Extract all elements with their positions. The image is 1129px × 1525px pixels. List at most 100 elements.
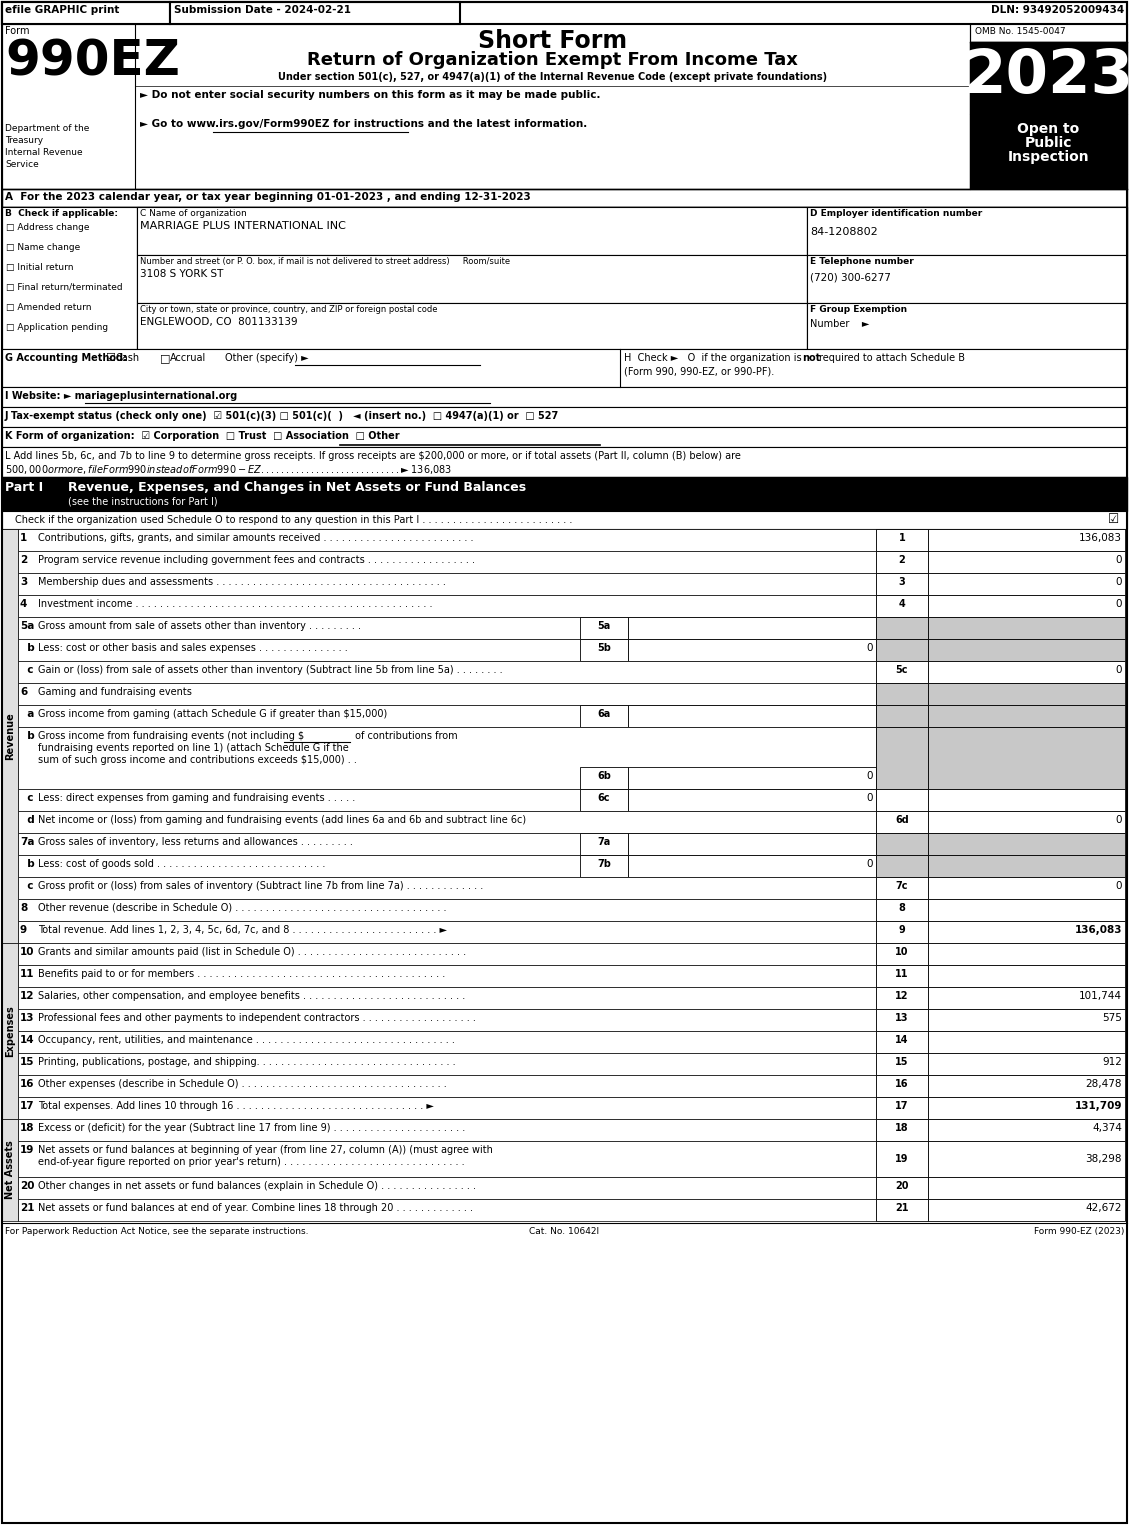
Bar (928, 551, 1124, 573)
Text: Total revenue. Add lines 1, 2, 3, 4, 5c, 6d, 7c, and 8 . . . . . . . . . . . . .: Total revenue. Add lines 1, 2, 3, 4, 5c,… (38, 926, 447, 935)
Text: 6: 6 (20, 686, 27, 697)
Text: Check if the organization used Schedule O to respond to any question in this Par: Check if the organization used Schedule … (15, 515, 572, 525)
Text: Service: Service (5, 160, 38, 169)
Text: 5b: 5b (597, 644, 611, 653)
Text: Other expenses (describe in Schedule O) . . . . . . . . . . . . . . . . . . . . : Other expenses (describe in Schedule O) … (38, 1080, 447, 1089)
Text: Membership dues and assessments . . . . . . . . . . . . . . . . . . . . . . . . : Membership dues and assessments . . . . … (38, 576, 446, 587)
Text: b: b (20, 859, 35, 869)
Bar (18, 1052, 876, 1075)
Text: 8: 8 (20, 903, 27, 913)
Bar (928, 529, 1124, 551)
Text: Gross income from fundraising events (not including $: Gross income from fundraising events (no… (38, 730, 304, 741)
Text: 20: 20 (20, 1180, 35, 1191)
Text: Internal Revenue: Internal Revenue (5, 148, 82, 157)
Text: 6c: 6c (597, 793, 611, 804)
Bar (628, 788, 876, 811)
Text: Short Form: Short Form (478, 29, 627, 53)
Bar (928, 573, 1124, 595)
Bar (580, 788, 628, 811)
Text: 19: 19 (20, 1145, 34, 1154)
Text: 18: 18 (20, 1122, 35, 1133)
Bar (928, 1096, 1124, 1119)
Bar (18, 788, 876, 811)
Bar (18, 1141, 876, 1177)
Text: K Form of organization:  ☑ Corporation  □ Trust  □ Association  □ Other: K Form of organization: ☑ Corporation □ … (5, 432, 400, 441)
Bar (18, 705, 876, 727)
Bar (580, 833, 628, 856)
Bar (876, 727, 928, 788)
Text: Part I: Part I (5, 480, 43, 494)
Text: For Paperwork Reduction Act Notice, see the separate instructions.: For Paperwork Reduction Act Notice, see … (5, 1228, 308, 1235)
Text: Total expenses. Add lines 10 through 16 . . . . . . . . . . . . . . . . . . . . : Total expenses. Add lines 10 through 16 … (38, 1101, 434, 1112)
Text: □ Final return/terminated: □ Final return/terminated (6, 284, 123, 291)
Bar (2, 477, 1127, 511)
Bar (928, 788, 1124, 811)
Text: efile GRAPHIC print: efile GRAPHIC print (5, 5, 120, 15)
Bar (580, 705, 628, 727)
Text: 10: 10 (895, 947, 909, 958)
Text: Salaries, other compensation, and employee benefits . . . . . . . . . . . . . . : Salaries, other compensation, and employ… (38, 991, 465, 1000)
Text: Public: Public (1025, 136, 1073, 149)
Text: Department of the: Department of the (5, 124, 89, 133)
Text: Gross profit or (loss) from sales of inventory (Subtract line 7b from line 7a) .: Gross profit or (loss) from sales of inv… (38, 881, 483, 891)
Bar (876, 921, 928, 942)
Bar (18, 987, 876, 1010)
Text: 5a: 5a (597, 621, 611, 631)
Bar (876, 877, 928, 900)
Bar (2, 1119, 18, 1222)
Bar (876, 987, 928, 1010)
Bar (2, 2, 170, 24)
Bar (928, 1052, 1124, 1075)
Bar (876, 1010, 928, 1031)
Bar (2, 529, 18, 942)
Text: 9: 9 (899, 926, 905, 935)
Bar (876, 965, 928, 987)
Bar (18, 1075, 876, 1096)
Text: Cash: Cash (115, 352, 139, 363)
Bar (928, 705, 1124, 727)
Text: Form: Form (5, 26, 29, 37)
Bar (928, 1075, 1124, 1096)
Text: 9: 9 (20, 926, 27, 935)
Text: b: b (20, 730, 35, 741)
Bar (137, 255, 807, 303)
Text: Inspection: Inspection (1008, 149, 1089, 165)
Bar (876, 900, 928, 921)
Text: (see the instructions for Part I): (see the instructions for Part I) (68, 496, 218, 506)
Text: Printing, publications, postage, and shipping. . . . . . . . . . . . . . . . . .: Printing, publications, postage, and shi… (38, 1057, 456, 1067)
Text: 575: 575 (1102, 1013, 1122, 1023)
Text: □ Amended return: □ Amended return (6, 303, 91, 313)
Text: 131,709: 131,709 (1075, 1101, 1122, 1112)
Bar (876, 942, 928, 965)
Text: 912: 912 (1102, 1057, 1122, 1067)
Text: Other changes in net assets or fund balances (explain in Schedule O) . . . . . .: Other changes in net assets or fund bala… (38, 1180, 476, 1191)
Text: not: not (802, 352, 821, 363)
Text: 12: 12 (895, 991, 909, 1000)
Bar (18, 551, 876, 573)
Text: Submission Date - 2024-02-21: Submission Date - 2024-02-21 (174, 5, 351, 15)
Bar (2, 189, 1127, 207)
Bar (2, 942, 18, 1119)
Text: 16: 16 (20, 1080, 35, 1089)
Text: 84-1208802: 84-1208802 (809, 227, 877, 236)
Text: 3: 3 (899, 576, 905, 587)
Bar (876, 529, 928, 551)
Text: 5c: 5c (895, 665, 908, 676)
Bar (876, 1141, 928, 1177)
Bar (807, 207, 1127, 349)
Text: 11: 11 (20, 968, 35, 979)
Text: Open to: Open to (1017, 122, 1079, 136)
Bar (807, 255, 1127, 303)
Bar (18, 1177, 876, 1199)
Bar (628, 705, 876, 727)
Bar (970, 43, 1127, 114)
Bar (876, 1075, 928, 1096)
Text: 3: 3 (20, 576, 27, 587)
Bar (18, 811, 876, 833)
Bar (18, 965, 876, 987)
Text: 13: 13 (20, 1013, 35, 1023)
Text: (Form 990, 990-EZ, or 990-PF).: (Form 990, 990-EZ, or 990-PF). (624, 366, 774, 377)
Bar (2, 427, 1127, 447)
Text: 136,083: 136,083 (1075, 926, 1122, 935)
Text: ENGLEWOOD, CO  801133139: ENGLEWOOD, CO 801133139 (140, 317, 298, 326)
